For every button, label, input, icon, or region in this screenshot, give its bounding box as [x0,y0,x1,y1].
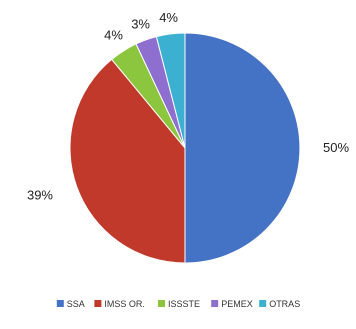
legend-swatch [56,300,64,307]
legend-item: OTRAS [259,299,300,309]
data-label: 50% [323,140,349,155]
pie-slice-imss-or [69,58,186,264]
legend-swatch [211,300,219,307]
data-label: 4% [159,10,178,25]
legend-item: IMSS OR. [94,299,145,309]
legend-label: OTRAS [269,299,300,309]
legend-label: ISSSTE [168,299,200,309]
legend-label: PEMEX [221,299,253,309]
legend-swatch [94,300,102,307]
data-label: 39% [27,188,53,203]
pie-slice-ssa [184,32,301,264]
legend-label: IMSS OR. [104,299,145,309]
legend-swatch [259,300,267,307]
legend-swatch [158,300,165,307]
pie-slice-otras [155,32,186,149]
pie-slices [69,32,301,264]
legend-item: SSA [56,299,85,309]
legend: SSA IMSS OR. ISSSTE PEMEX OTRAS [56,299,300,309]
legend-item: ISSSTE [158,299,200,309]
legend-item: PEMEX [211,299,253,309]
data-label: 4% [104,27,123,42]
data-label: 3% [131,17,150,32]
legend-label: SSA [67,299,85,309]
data-labels: 50% 39% 4% 3% 4% [27,10,349,203]
